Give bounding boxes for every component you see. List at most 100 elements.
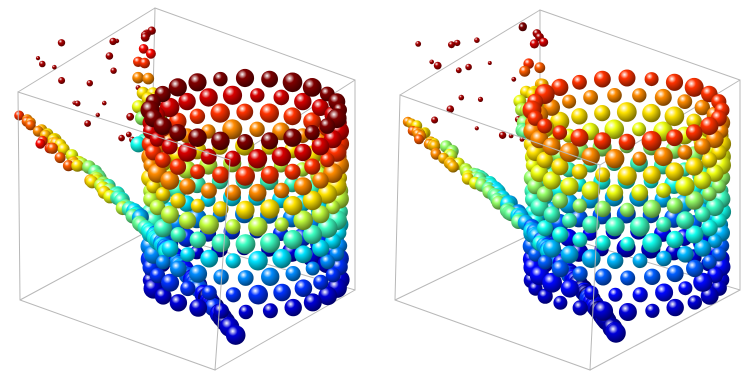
sphere (677, 246, 694, 263)
sphere (448, 41, 455, 48)
sphere (102, 101, 107, 106)
sphere (109, 38, 116, 45)
sphere (132, 72, 144, 84)
sphere (414, 134, 424, 144)
sphere (179, 212, 196, 229)
sphere (249, 122, 264, 137)
sphere (169, 124, 186, 141)
sphere (146, 49, 156, 59)
sphere (312, 172, 328, 188)
sphere (656, 251, 672, 267)
sphere (552, 193, 568, 209)
sphere (607, 253, 623, 269)
sphere (275, 217, 289, 231)
sphere (188, 73, 206, 91)
sphere (642, 233, 662, 253)
sphere (236, 201, 255, 220)
sphere (630, 217, 650, 237)
sphere (313, 275, 328, 290)
sphere (283, 73, 303, 93)
sphere (141, 33, 150, 42)
sphere (415, 41, 421, 47)
sphere (170, 261, 187, 278)
sphere (190, 164, 205, 179)
sphere (655, 89, 672, 106)
sphere (118, 135, 125, 142)
sphere (126, 132, 132, 138)
sphere (236, 69, 254, 87)
sphere (560, 177, 578, 195)
sphere (139, 58, 150, 69)
sphere (572, 75, 587, 90)
sphere (633, 287, 648, 302)
sphere (607, 184, 624, 201)
sphere (666, 231, 683, 248)
sphere (261, 268, 279, 286)
sphere (642, 104, 660, 122)
sphere (677, 94, 692, 109)
sphere (52, 65, 57, 70)
sphere (304, 159, 320, 175)
sphere (608, 288, 622, 302)
sphere (631, 184, 648, 201)
sphere (573, 199, 587, 213)
sphere (701, 220, 717, 236)
sphere (620, 237, 634, 251)
sphere (511, 77, 516, 82)
sphere (71, 160, 83, 172)
sphere (261, 132, 278, 149)
sphere (260, 233, 280, 253)
sphere (595, 167, 610, 182)
sphere (261, 166, 279, 184)
sphere (189, 299, 207, 317)
sphere (606, 323, 626, 343)
sphere (534, 62, 545, 73)
sphere (35, 139, 45, 149)
sphere (260, 104, 279, 123)
sphere (572, 164, 588, 180)
sphere (620, 203, 635, 218)
sphere (180, 281, 195, 296)
sphere (619, 303, 637, 321)
sphere (212, 234, 231, 253)
sphere (642, 131, 662, 151)
sphere (686, 124, 703, 141)
sphere (562, 213, 577, 228)
sphere (190, 232, 207, 249)
sphere (237, 134, 253, 150)
sphere (170, 294, 187, 311)
sphere (685, 158, 703, 176)
sphere (156, 255, 170, 269)
sphere (459, 95, 465, 101)
sphere (274, 183, 290, 199)
sphere (303, 78, 322, 97)
sphere (295, 279, 313, 297)
sphere (703, 255, 717, 269)
sphere (617, 102, 637, 122)
sphere (236, 234, 256, 254)
sphere (667, 299, 684, 316)
sphere (678, 145, 693, 160)
sphere (87, 80, 93, 86)
page: (() => { JSON.parse(document.getElementB… (0, 0, 747, 374)
sphere (519, 66, 530, 77)
sphere (248, 285, 268, 305)
sphere (272, 249, 291, 268)
sphere (211, 132, 230, 151)
sphere (544, 206, 561, 223)
sphere (593, 301, 613, 321)
sphere (236, 104, 253, 121)
sphere (431, 117, 438, 124)
sphere (584, 286, 598, 300)
sphere (595, 269, 612, 286)
sphere (75, 101, 81, 107)
sphere (678, 281, 692, 295)
sphere (686, 260, 703, 277)
sphere (605, 149, 624, 168)
sphere (478, 97, 483, 102)
sphere (283, 129, 301, 147)
sphere (294, 177, 312, 195)
sphere (161, 206, 179, 224)
sphere (312, 138, 330, 156)
sphere (47, 143, 58, 154)
